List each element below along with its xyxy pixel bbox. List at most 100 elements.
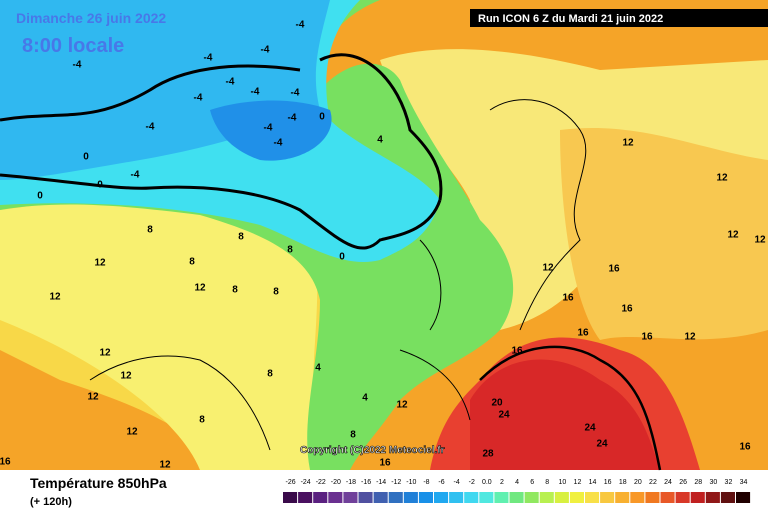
scale-swatch [479,492,494,503]
scale-label: 24 [664,479,672,486]
contour-label: -4 [131,170,140,181]
contour-label: 0 [37,191,43,202]
contour-label: -4 [251,87,260,98]
contour-label: 12 [622,138,634,149]
scale-label: -18 [346,479,356,486]
scale-swatch [690,492,705,503]
scale-label: 34 [740,479,748,486]
scale-label: 28 [694,479,702,486]
scale-swatch [675,492,690,503]
scale-label: 14 [589,479,597,486]
run-banner [470,9,768,27]
contour-label: -4 [291,88,300,99]
scale-label: -22 [316,479,326,486]
contour-label: 8 [232,285,238,296]
contour-label: 12 [727,230,739,241]
scale-swatch [554,492,569,503]
contour-label: 8 [273,287,279,298]
scale-swatch [313,492,328,503]
scale-swatch [358,492,373,503]
scale-swatch [418,492,433,503]
contour-label: 0 [319,112,325,123]
map-field [0,0,768,471]
contour-label: 4 [377,135,383,146]
contour-label: 4 [362,393,368,404]
contour-label: -4 [288,113,297,124]
contour-label: -4 [73,60,82,71]
scale-label: -10 [406,479,416,486]
contour-label: 8 [189,257,195,268]
contour-label: 12 [87,392,99,403]
contour-label: -4 [226,77,235,88]
scale-swatch [524,492,539,503]
scale-swatch [283,492,298,503]
contour-label: 12 [120,371,132,382]
scale-swatch [328,492,343,503]
contour-label: -4 [204,53,213,64]
scale-label: 26 [679,479,687,486]
scale-swatch [720,492,735,503]
scale-swatch [736,492,751,503]
contour-label: 12 [716,173,728,184]
contour-label: 28 [482,449,494,460]
scale-swatch [569,492,584,503]
contour-label: -4 [146,122,155,133]
contour-label: 0 [97,180,103,191]
scale-label: -20 [331,479,341,486]
contour-label: 16 [511,346,523,357]
contour-label: -4 [194,93,203,104]
contour-label: 24 [584,423,596,434]
contour-label: 12 [684,332,696,343]
contour-label: -4 [264,123,273,134]
scale-label: -14 [376,479,386,486]
scale-swatch [630,492,645,503]
scale-swatch [705,492,720,503]
scale-swatch [403,492,418,503]
contour-label: 16 [621,304,633,315]
contour-label: 8 [199,415,205,426]
scale-swatch [494,492,509,503]
contour-label: 24 [498,410,510,421]
contour-label: -4 [261,45,270,56]
scale-label: 4 [515,479,519,486]
contour-label: 12 [99,348,111,359]
scale-swatch [388,492,403,503]
scale-swatch [645,492,660,503]
scale-label: 10 [558,479,566,486]
contour-label: 12 [126,427,138,438]
contour-label: 12 [194,283,206,294]
scale-swatch [298,492,313,503]
scale-label: -6 [438,479,444,486]
scale-label: 22 [649,479,657,486]
scale-label: 18 [619,479,627,486]
scale-label: -26 [285,479,295,486]
contour-label: 16 [379,458,391,469]
scale-label: 32 [725,479,733,486]
scale-label: -12 [391,479,401,486]
color-scale: -26 -24 -22 -20 -18 -16 -14 -12 -10 -8 -6 -4 -2 0.0 2 4… [283,479,751,503]
scale-label: 6 [530,479,534,486]
contour-label: 12 [542,263,554,274]
scale-label: -24 [301,479,311,486]
contour-label: 12 [754,235,766,246]
contour-label: 0 [83,152,89,163]
scale-swatch [343,492,358,503]
scale-label: -16 [361,479,371,486]
footer-title: Température 850hPa [30,475,167,491]
scale-label: 30 [709,479,717,486]
scale-swatch [615,492,630,503]
scale-label: -2 [469,479,475,486]
scale-swatch [539,492,554,503]
scale-label: 8 [545,479,549,486]
scale-label: -4 [454,479,460,486]
scale-swatch [585,492,600,503]
contour-label: 8 [287,245,293,256]
contour-label: 12 [49,292,61,303]
scale-swatch [660,492,675,503]
scale-swatch [449,492,464,503]
contour-label: 16 [641,332,653,343]
contour-label: 12 [396,400,408,411]
scale-label: 12 [574,479,582,486]
contour-label: 8 [350,430,356,441]
